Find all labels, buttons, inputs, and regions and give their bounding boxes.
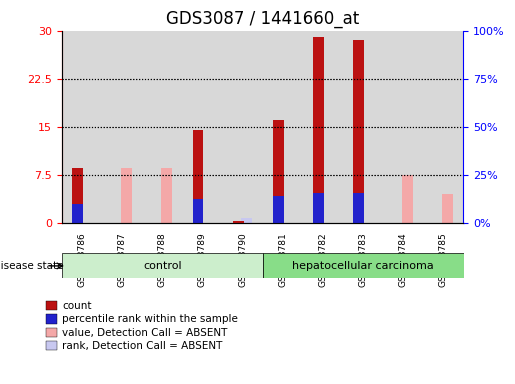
Bar	[402, 207, 413, 223]
Bar	[72, 205, 83, 223]
Bar	[353, 193, 364, 223]
Bar	[72, 168, 83, 223]
Bar	[242, 218, 252, 223]
Bar	[102, 31, 142, 223]
Legend: count, percentile rank within the sample, value, Detection Call = ABSENT, rank, : count, percentile rank within the sample…	[46, 301, 238, 351]
Bar	[142, 31, 182, 223]
Bar	[273, 196, 284, 223]
Bar	[402, 175, 413, 223]
Bar	[121, 168, 132, 223]
Bar	[161, 207, 172, 223]
Bar	[423, 31, 464, 223]
Bar	[353, 40, 364, 223]
Bar	[313, 193, 324, 223]
FancyBboxPatch shape	[62, 253, 263, 278]
Bar	[193, 130, 203, 223]
Bar	[263, 31, 303, 223]
Bar	[182, 31, 222, 223]
Text: disease state: disease state	[0, 261, 64, 271]
Text: hepatocellular carcinoma: hepatocellular carcinoma	[292, 261, 434, 271]
Bar	[273, 120, 284, 223]
Bar	[303, 31, 343, 223]
Text: control: control	[143, 261, 182, 271]
Bar	[442, 194, 453, 223]
Bar	[313, 37, 324, 223]
Title: GDS3087 / 1441660_at: GDS3087 / 1441660_at	[166, 10, 359, 28]
Bar	[161, 168, 172, 223]
FancyBboxPatch shape	[263, 253, 464, 278]
Bar	[233, 221, 244, 223]
Bar	[343, 31, 383, 223]
Bar	[442, 210, 453, 223]
Bar	[62, 31, 102, 223]
Bar	[383, 31, 423, 223]
Bar	[222, 31, 263, 223]
Bar	[193, 199, 203, 223]
